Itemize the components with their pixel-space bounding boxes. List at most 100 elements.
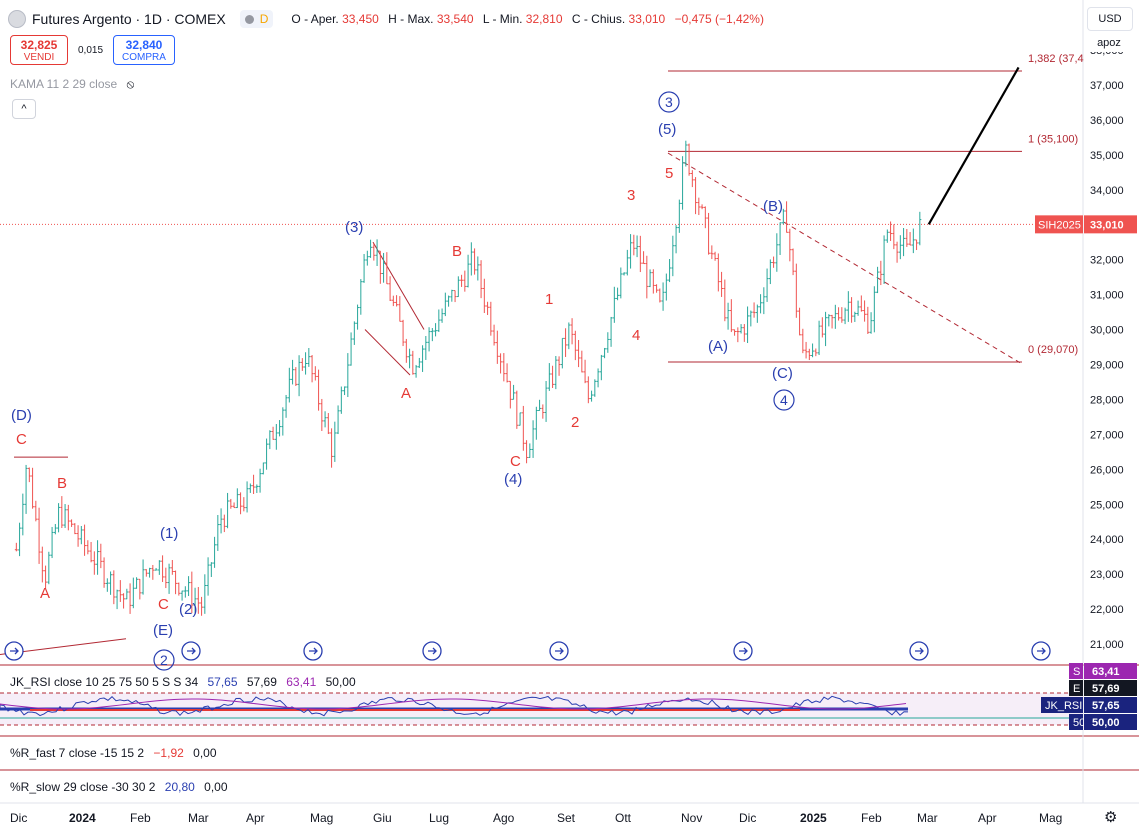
price-tick-label: 35,000: [1090, 150, 1124, 162]
rsi-axis-tag: JK_RSI: [1045, 700, 1082, 712]
rsi-axis-value-bg: [1084, 663, 1137, 679]
wave-label-red: 5: [665, 165, 673, 182]
high-value: 33,540: [436, 12, 474, 26]
time-tick-label: Ago: [493, 811, 515, 825]
wave-label-red: B: [452, 243, 462, 260]
wave-label-red: A: [401, 385, 411, 402]
price-tick-label: 31,000: [1090, 290, 1124, 302]
r-fast-legend[interactable]: %R_fast 7 close -15 15 2 −1,92 0,00: [10, 746, 217, 760]
dashed-trendline: [667, 152, 1021, 364]
close-value: 33,010: [628, 12, 666, 26]
wave-circle: [773, 389, 795, 411]
time-tick-label: 2025: [800, 811, 827, 825]
time-tick-label: Mag: [1039, 811, 1062, 825]
event-arrow-icon: [1037, 647, 1046, 655]
wave-label-circled: 3: [665, 94, 673, 110]
wave-label-blue: (C): [772, 365, 793, 382]
fib-level-label: 0 (29,070): [1028, 344, 1078, 356]
wave-label-blue: (D): [11, 407, 32, 424]
fib-level-label: 1 (35,100): [1028, 133, 1078, 145]
ohlc-readout: O - Aper. 33,450 H - Max. 33,540 L - Min…: [291, 12, 770, 26]
wave-label-blue: (3): [345, 219, 363, 236]
price-tick-label: 29,000: [1090, 359, 1124, 371]
rsi-ma-line: [0, 698, 907, 710]
open-value: 33,450: [342, 12, 379, 26]
currency-selector[interactable]: USD: [1087, 7, 1133, 31]
price-tick-label: 30,000: [1090, 325, 1124, 337]
event-arrow-icon: [428, 647, 437, 655]
price-tick-label: 24,000: [1090, 534, 1124, 546]
time-tick-label: Mar: [188, 811, 209, 825]
eye-off-icon[interactable]: ⦸: [126, 77, 135, 91]
gear-icon[interactable]: ⚙: [1104, 809, 1118, 826]
market-closed-icon: [244, 14, 254, 24]
event-arrow-icon: [739, 647, 748, 655]
time-tick-label: 2024: [69, 811, 96, 825]
symbol-title[interactable]: Futures Argento · 1D · COMEX: [32, 11, 226, 27]
r-fast-value-2: 0,00: [193, 746, 217, 760]
r-slow-legend[interactable]: %R_slow 29 close -30 30 2 20,80 0,00: [10, 780, 228, 794]
wave-label-red: 4: [632, 327, 640, 344]
price-tick-label: 21,000: [1090, 639, 1124, 651]
market-status-pill[interactable]: D: [239, 10, 274, 28]
wave-label-red: B: [57, 475, 67, 492]
rsi-axis-tag-bg: [1069, 663, 1083, 679]
rsi-title: JK_RSI close 10 25 75 50 5 S S 34: [10, 675, 199, 689]
buy-button[interactable]: 32,840 COMPRA: [113, 35, 175, 65]
rsi-value-3: 63,41: [286, 675, 317, 689]
wave-label-blue: (4): [504, 471, 522, 488]
low-label: L - Min.: [482, 12, 523, 26]
time-tick-label: Nov: [681, 811, 702, 825]
time-tick-label: Set: [557, 811, 576, 825]
wave-label-blue: (2): [179, 601, 197, 618]
wave-label-circled: 2: [160, 652, 168, 668]
time-tick-label: Mag: [310, 811, 333, 825]
wave-label-red: 3: [627, 187, 635, 204]
price-tick-label: 22,000: [1090, 604, 1124, 616]
sell-button[interactable]: 32,825 VENDI: [10, 35, 68, 65]
buy-label: COMPRA: [122, 52, 166, 63]
wave-label-red: A: [40, 585, 50, 602]
symbol-badge-bg: [1035, 215, 1083, 234]
rsi-axis-value-bg: [1084, 697, 1137, 713]
rsi-legend[interactable]: JK_RSI close 10 25 75 50 5 S S 34 57,65 …: [10, 675, 356, 689]
high-label: H - Max.: [388, 12, 434, 26]
delayed-badge: D: [259, 12, 269, 26]
event-arrow-icon: [187, 647, 196, 655]
price-tick-label: 28,000: [1090, 394, 1124, 406]
wave-label-red: C: [510, 453, 521, 470]
wave-circle: [658, 91, 680, 113]
rsi-axis-value-bg: [1084, 680, 1137, 696]
wave-label-red: 1: [545, 291, 553, 308]
kama-indicator-legend[interactable]: KAMA 11 2 29 close ⦸: [10, 77, 134, 92]
low-value: 32,810: [525, 12, 563, 26]
time-tick-label: Feb: [130, 811, 151, 825]
price-tick-label: 27,000: [1090, 429, 1124, 441]
time-tick-label: Dic: [739, 811, 756, 825]
wave-label-blue: (1): [160, 525, 178, 542]
time-tick-label: Lug: [429, 811, 449, 825]
trendline: [372, 241, 425, 330]
event-arrow-icon: [555, 647, 564, 655]
event-arrow-icon: [915, 647, 924, 655]
scale-mode-button[interactable]: apoz: [1087, 34, 1131, 52]
event-arrow-icon: [10, 647, 19, 655]
time-tick-label: Feb: [861, 811, 882, 825]
rsi-axis-value: 50,00: [1092, 717, 1120, 729]
change-value: −0,475 (−1,42%): [674, 12, 764, 26]
last-price-badge: 33,010: [1090, 219, 1124, 231]
rsi-axis-tag: S: [1073, 666, 1080, 678]
price-tick-label: 23,000: [1090, 569, 1124, 581]
sell-price: 32,825: [20, 38, 58, 52]
price-tick-label: 34,000: [1090, 185, 1124, 197]
r-fast-title: %R_fast 7 close -15 15 2: [10, 746, 145, 760]
wave-label-blue: (A): [708, 338, 728, 355]
wave-label-blue: (E): [153, 622, 173, 639]
symbol-logo-icon: [8, 10, 26, 28]
rsi-value-2: 57,69: [246, 675, 277, 689]
collapse-legend-button[interactable]: ^: [12, 99, 36, 119]
close-label: C - Chius.: [571, 12, 626, 26]
time-tick-label: Ott: [615, 811, 632, 825]
open-label: O - Aper.: [291, 12, 339, 26]
